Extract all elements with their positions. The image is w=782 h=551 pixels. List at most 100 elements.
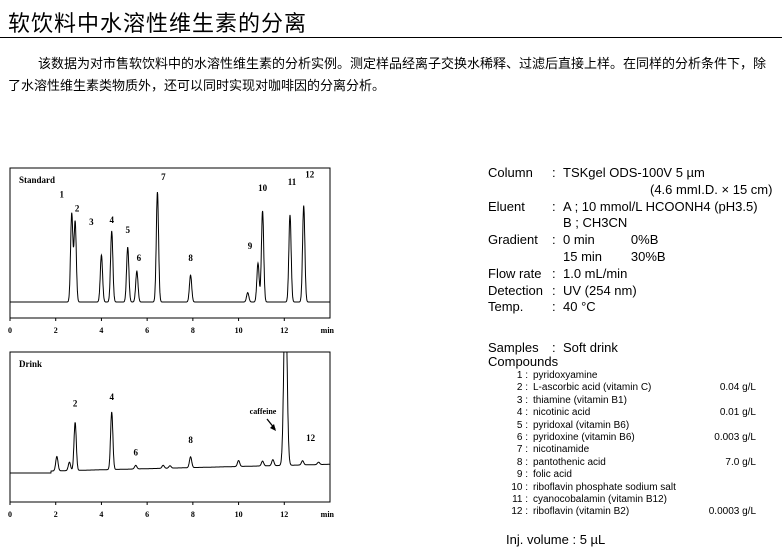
compound-name: folic acid bbox=[533, 469, 572, 481]
condition-colon: : bbox=[552, 232, 556, 248]
peak-label: 2 bbox=[73, 398, 78, 408]
condition-label: Detection bbox=[488, 282, 543, 298]
condition-colon: : bbox=[552, 282, 556, 298]
condition-value: A ; 10 mmol/L HCOONH4 (pH3.5) bbox=[563, 198, 758, 214]
peak-label: 6 bbox=[133, 447, 138, 457]
compound-name: riboflavin (vitamin B2) bbox=[533, 506, 630, 518]
x-tick-label: 10 bbox=[235, 326, 243, 335]
compound-number: 8 : bbox=[516, 456, 528, 468]
peak-label: 10 bbox=[258, 183, 268, 193]
condition-label: Temp. bbox=[488, 299, 524, 315]
compound-number: 6 : bbox=[516, 432, 528, 443]
compound-number: 9 : bbox=[516, 469, 528, 481]
compound-number: 2 : bbox=[516, 382, 528, 394]
x-tick-label: 6 bbox=[145, 326, 149, 335]
compound-number: 7 : bbox=[516, 444, 528, 456]
chart-title: Drink bbox=[19, 359, 42, 369]
compound-name: thiamine (vitamin B1) bbox=[533, 394, 627, 406]
peak-label: 1 bbox=[59, 190, 64, 200]
condition-colon: : bbox=[552, 165, 556, 180]
peak-label: 11 bbox=[288, 177, 297, 187]
page-title: 软饮料中水溶性维生素的分离 bbox=[8, 12, 308, 37]
x-axis-label: min bbox=[321, 326, 335, 335]
peak-label: 7 bbox=[161, 172, 166, 182]
condition-label: Gradient bbox=[488, 232, 538, 248]
peak-label: 3 bbox=[89, 217, 94, 227]
peak-label: 5 bbox=[125, 225, 130, 235]
compound-name: pantothenic acid bbox=[533, 456, 606, 468]
plot-frame bbox=[9, 351, 331, 503]
condition-label: Eluent bbox=[488, 198, 525, 214]
compound-name: L-ascorbic acid (vitamin C) bbox=[533, 382, 652, 394]
condition-label: Column bbox=[488, 165, 533, 180]
compounds-heading: Compounds bbox=[488, 354, 559, 369]
condition-value: 40 °C bbox=[563, 299, 596, 315]
compound-number: 4 : bbox=[516, 407, 528, 419]
condition-colon: : bbox=[552, 265, 556, 281]
compound-number: 12 : bbox=[511, 506, 528, 518]
compound-amount: 0.003 g/L bbox=[714, 432, 756, 443]
condition-value: B ; CH3CN bbox=[563, 215, 628, 231]
samples-colon: : bbox=[552, 340, 556, 355]
x-tick-label: 4 bbox=[99, 326, 103, 335]
x-tick-label: 12 bbox=[280, 326, 288, 335]
condition-value: 0 min 0%B bbox=[563, 232, 659, 248]
compound-number: 11 : bbox=[512, 494, 528, 505]
compound-amount: 0.01 g/L bbox=[719, 407, 756, 419]
chromatogram-trace bbox=[10, 352, 330, 474]
x-tick-label: 4 bbox=[99, 510, 103, 519]
compound-name: nicotinamide bbox=[533, 444, 590, 456]
compound-name: pyridoxine (vitamin B6) bbox=[533, 432, 635, 443]
compound-number: 10 : bbox=[511, 481, 528, 493]
peak-label: 2 bbox=[75, 204, 80, 214]
caffeine-arrowhead bbox=[270, 424, 276, 431]
compound-amount: 7.0 g/L bbox=[725, 456, 756, 468]
compound-amount: 0.04 g/L bbox=[719, 382, 756, 394]
condition-colon: : bbox=[552, 198, 556, 214]
compound-name: pyridoxal (vitamin B6) bbox=[533, 419, 630, 431]
condition-value: 1.0 mL/min bbox=[563, 265, 628, 281]
condition-value: (4.6 mmI.D. × 15 cm) bbox=[650, 181, 773, 197]
x-tick-label: 2 bbox=[54, 510, 58, 519]
samples-label: Samples bbox=[488, 340, 539, 355]
compound-number: 5 : bbox=[516, 419, 528, 431]
injection-volume: Inj. volume : 5 µL bbox=[506, 532, 606, 547]
condition-value: TSKgel ODS-100V 5 µm bbox=[563, 165, 705, 180]
chart-title: Standard bbox=[19, 175, 55, 185]
x-tick-label: 10 bbox=[235, 510, 243, 519]
peak-label: 6 bbox=[137, 253, 142, 263]
x-tick-label: 12 bbox=[280, 510, 288, 519]
samples-value: Soft drink bbox=[563, 340, 618, 355]
compound-name: pyridoxyamine bbox=[533, 370, 598, 381]
peak-label: 8 bbox=[188, 253, 193, 263]
compound-amount: 0.0003 g/L bbox=[708, 506, 756, 518]
x-axis-label: min bbox=[321, 510, 335, 519]
intro-paragraph: 该数据为对市售软饮料中的水溶性维生素的分析实例。测定样品经离子交换水稀释、过滤后… bbox=[8, 57, 767, 94]
condition-value: UV (254 nm) bbox=[563, 282, 637, 298]
peak-label: 8 bbox=[188, 435, 193, 445]
compound-name: cyanocobalamin (vitamin B12) bbox=[533, 494, 667, 505]
compound-name: nicotinic acid bbox=[533, 407, 591, 419]
compound-number: 3 : bbox=[516, 394, 528, 406]
condition-label: Flow rate bbox=[488, 265, 542, 281]
peak-label: 12 bbox=[306, 433, 316, 443]
x-tick-label: 0 bbox=[8, 510, 12, 519]
peak-label: 4 bbox=[109, 392, 114, 402]
compound-name: riboflavin phosphate sodium salt bbox=[533, 481, 676, 493]
condition-colon: : bbox=[552, 299, 556, 315]
caffeine-label: caffeine bbox=[250, 407, 277, 416]
peak-label: 12 bbox=[305, 170, 315, 180]
x-tick-label: 8 bbox=[191, 326, 195, 335]
x-tick-label: 8 bbox=[191, 510, 195, 519]
x-tick-label: 2 bbox=[54, 326, 58, 335]
chromatogram-drink: 0 2 4 6 8 10 12 min Drink 2 4 6 8 12 caffeine bbox=[8, 351, 335, 519]
condition-value: 15 min 30%B bbox=[563, 249, 666, 264]
peak-label: 4 bbox=[109, 215, 114, 225]
peak-label: 9 bbox=[248, 241, 253, 251]
chromatogram-trace bbox=[10, 192, 330, 303]
x-tick-label: 6 bbox=[145, 510, 149, 519]
title-divider bbox=[0, 37, 782, 38]
compound-number: 1 : bbox=[516, 370, 528, 381]
plot-frame bbox=[9, 167, 331, 319]
